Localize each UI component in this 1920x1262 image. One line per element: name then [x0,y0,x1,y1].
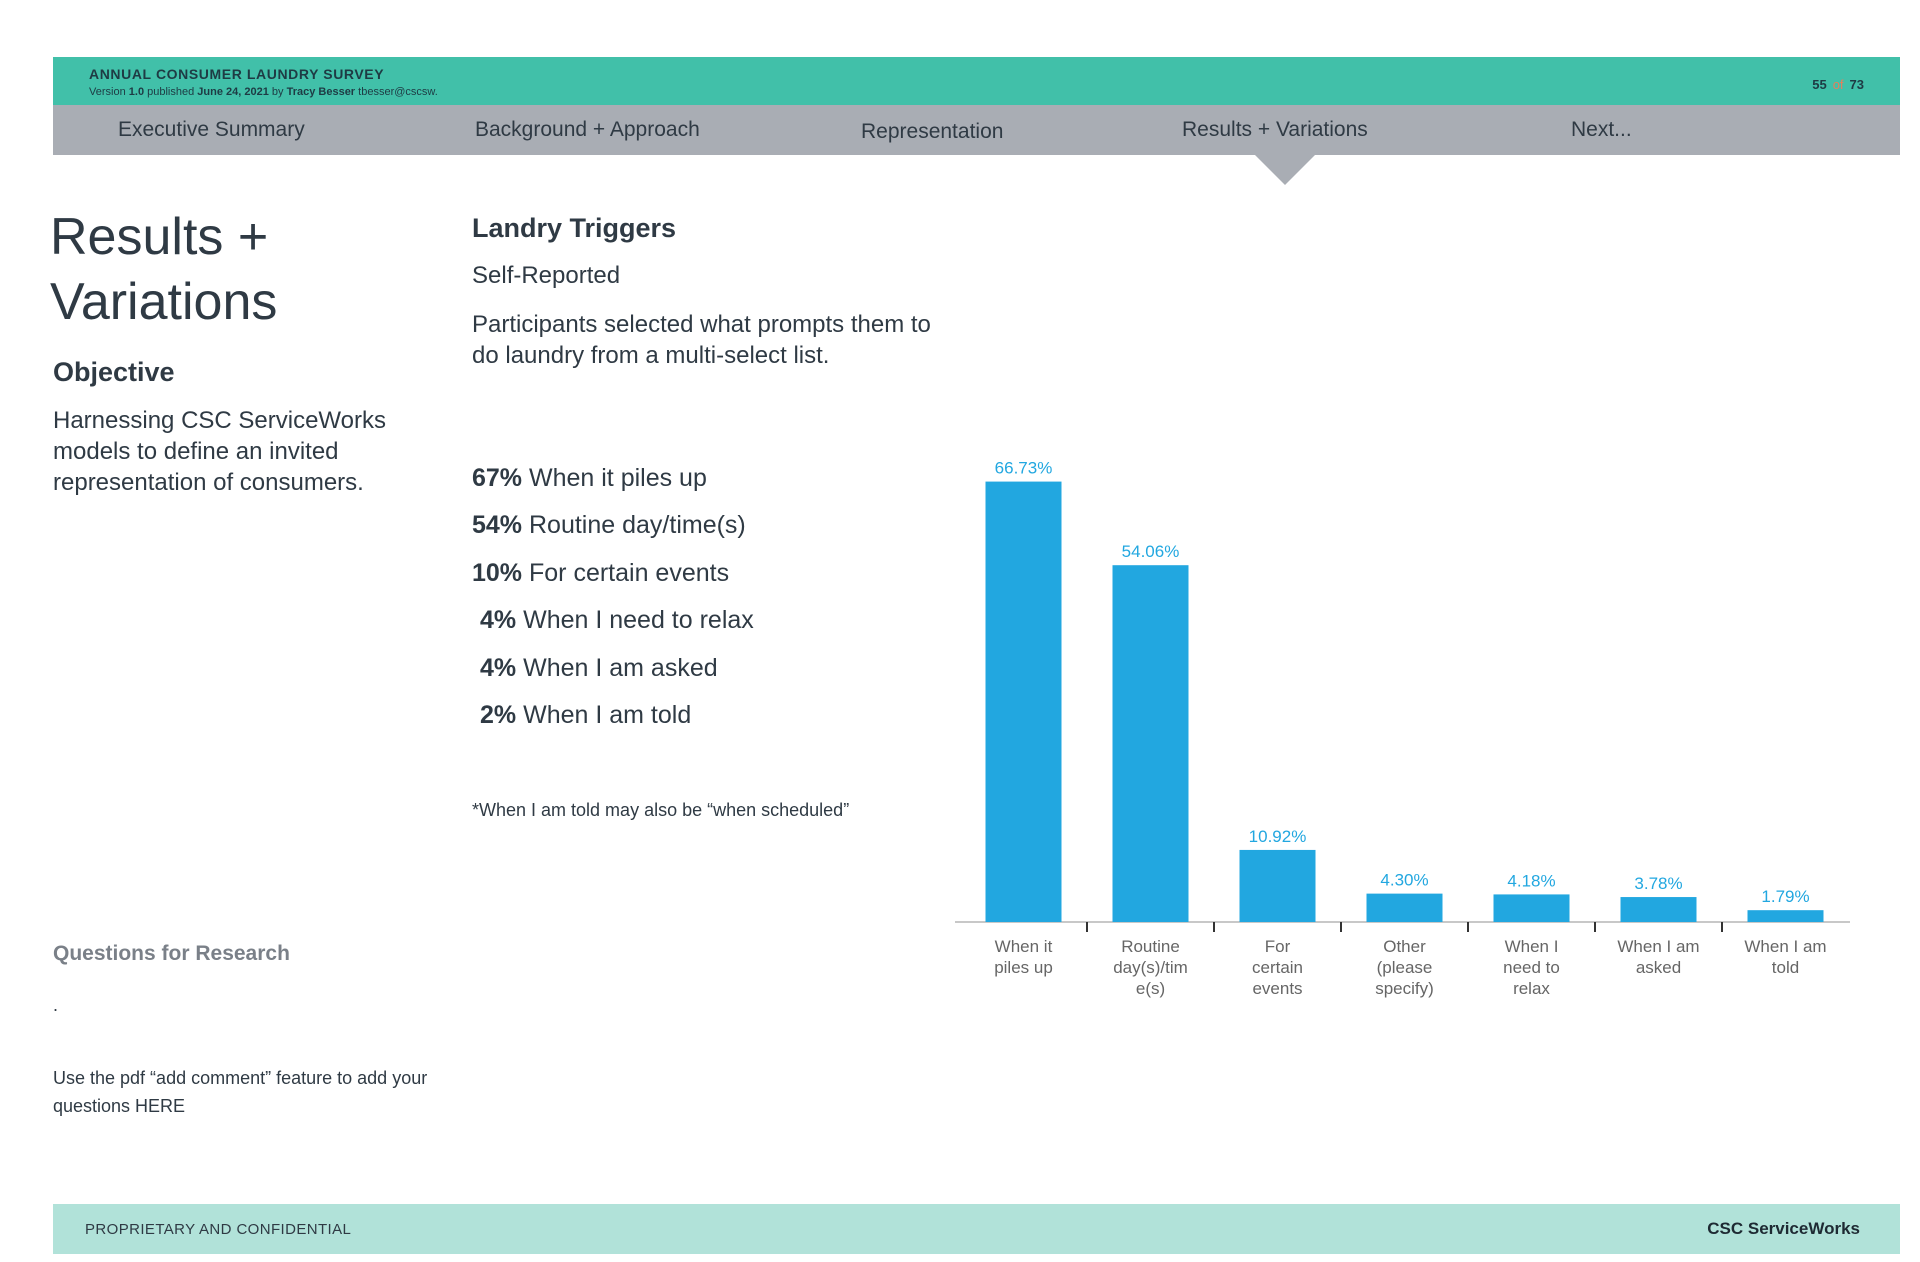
category-label: When I need to relax [1503,937,1560,998]
objective-heading: Objective [53,357,175,387]
data-label: 66.73% [995,459,1053,478]
stat-label: When I am asked [523,653,718,682]
chart-subheading: Self-Reported [472,262,621,289]
page-counter: 55 of 73 [1812,77,1864,92]
category-label-line: When I [1505,937,1559,956]
questions-placeholder-dot: . [53,995,59,1015]
author-name: Tracy Besser [286,86,356,98]
category-label-line: When I am [1744,937,1826,956]
author-email: tbesser@cscsw. [358,86,438,98]
footnote: *When I am told may also be “when schedu… [472,800,850,820]
category-label-line: When it [995,937,1053,956]
page-title-line2: Variations [50,273,278,331]
category-label-line: certain [1252,958,1303,977]
page-title-line1: Results + [50,208,269,266]
nav-item-next[interactable]: Next... [1571,118,1632,141]
by-label: by [271,86,284,98]
nav-item-executive-summary[interactable]: Executive Summary [118,118,305,141]
category-label-line: When I am [1617,937,1699,956]
stat-percent: 4% [480,606,517,635]
category-label: Other (please specify) [1375,937,1434,998]
stat-percent: 2% [480,700,517,729]
bar [1493,894,1570,922]
stat-row: 54% Routine day/time(s) [472,511,754,558]
category-label: When I am asked [1617,937,1699,977]
triggers-bar-chart: 66.73% When it piles up 54.06% Routine day(s)… [955,459,1850,998]
data-label: 10.92% [1249,827,1307,846]
category-label: For certain events [1252,937,1303,998]
survey-title: ANNUAL CONSUMER LAUNDRY SURVEY [89,66,385,82]
stat-label: For certain events [529,558,730,587]
page-title: Results + Variations [50,205,430,335]
category-label-line: asked [1636,958,1681,977]
version-prefix: Version [89,86,126,98]
questions-heading: Questions for Research [53,942,290,965]
data-label: 3.78% [1634,874,1682,893]
category-label-line: For [1265,937,1291,956]
data-label: 4.30% [1380,871,1428,890]
stat-percent: 4% [480,653,517,682]
category-label-line: e(s) [1136,979,1165,998]
category-label-line: specify) [1375,979,1434,998]
category-label-line: told [1772,958,1799,977]
category-label: When I am told [1744,937,1826,977]
published-date: June 24, 2021 [197,86,269,98]
stat-row: 4% When I need to relax [472,606,754,653]
category-label: Routine day(s)/tim e(s) [1113,937,1188,998]
chart-description: Participants selected what prompts them … [472,311,931,369]
category-label-line: Routine [1121,937,1180,956]
stats-list: 67% When it piles up 54% Routine day/tim… [472,464,754,748]
section-nav: Executive Summary Background + Approach … [53,105,1900,155]
category-label-line: (please [1377,958,1433,977]
data-label: 54.06% [1122,542,1180,561]
chart-heading: Landry Triggers [472,213,677,243]
questions-note: Use the pdf “add comment” feature to add… [53,1068,428,1116]
stat-percent: 67% [472,464,523,492]
version-number: 1.0 [128,86,145,98]
nav-item-results-variations[interactable]: Results + Variations [1182,118,1368,141]
bar [1112,565,1189,922]
bar [985,481,1062,922]
confidentiality-notice: PROPRIETARY AND CONFIDENTIAL [85,1221,352,1238]
stat-row: 4% When I am asked [472,654,754,701]
category-label-line: day(s)/tim [1113,958,1188,977]
category-label-line: piles up [994,958,1053,977]
bar [1239,849,1316,922]
published-label: published [147,86,195,98]
stat-label: Routine day/time(s) [529,511,746,540]
page-of-label: of [1832,77,1844,92]
page-current: 55 [1812,77,1827,92]
stat-label: When I need to relax [523,606,754,635]
active-section-pointer [1255,155,1315,185]
bar [1747,910,1824,922]
nav-item-background-approach[interactable]: Background + Approach [475,118,700,141]
stat-label: When it piles up [529,464,707,492]
objective-text: Harnessing CSC ServiceWorks models to de… [53,407,386,496]
stat-percent: 54% [472,511,523,540]
nav-item-representation[interactable]: Representation [861,120,1004,143]
stat-percent: 10% [472,558,523,587]
stat-label: When I am told [523,700,692,729]
header-band: ANNUAL CONSUMER LAUNDRY SURVEY Version 1… [53,57,1900,105]
stat-row: 67% When it piles up [472,464,754,511]
category-label-line: relax [1513,979,1550,998]
bar [1620,897,1697,922]
category-label-line: events [1252,979,1302,998]
version-line: Version 1.0 published June 24, 2021 by T… [89,86,438,98]
category-label-line: Other [1383,937,1426,956]
stat-row: 10% For certain events [472,559,754,606]
page-total: 73 [1849,77,1864,92]
data-label: 1.79% [1761,887,1809,906]
brand-name: CSC ServiceWorks [1707,1219,1860,1238]
footer-band: PROPRIETARY AND CONFIDENTIAL CSC Service… [53,1204,1900,1254]
stat-row: 2% When I am told [472,701,754,748]
category-label-line: need to [1503,958,1560,977]
category-label: When it piles up [994,937,1053,977]
data-label: 4.18% [1507,871,1555,890]
bar [1366,893,1443,922]
